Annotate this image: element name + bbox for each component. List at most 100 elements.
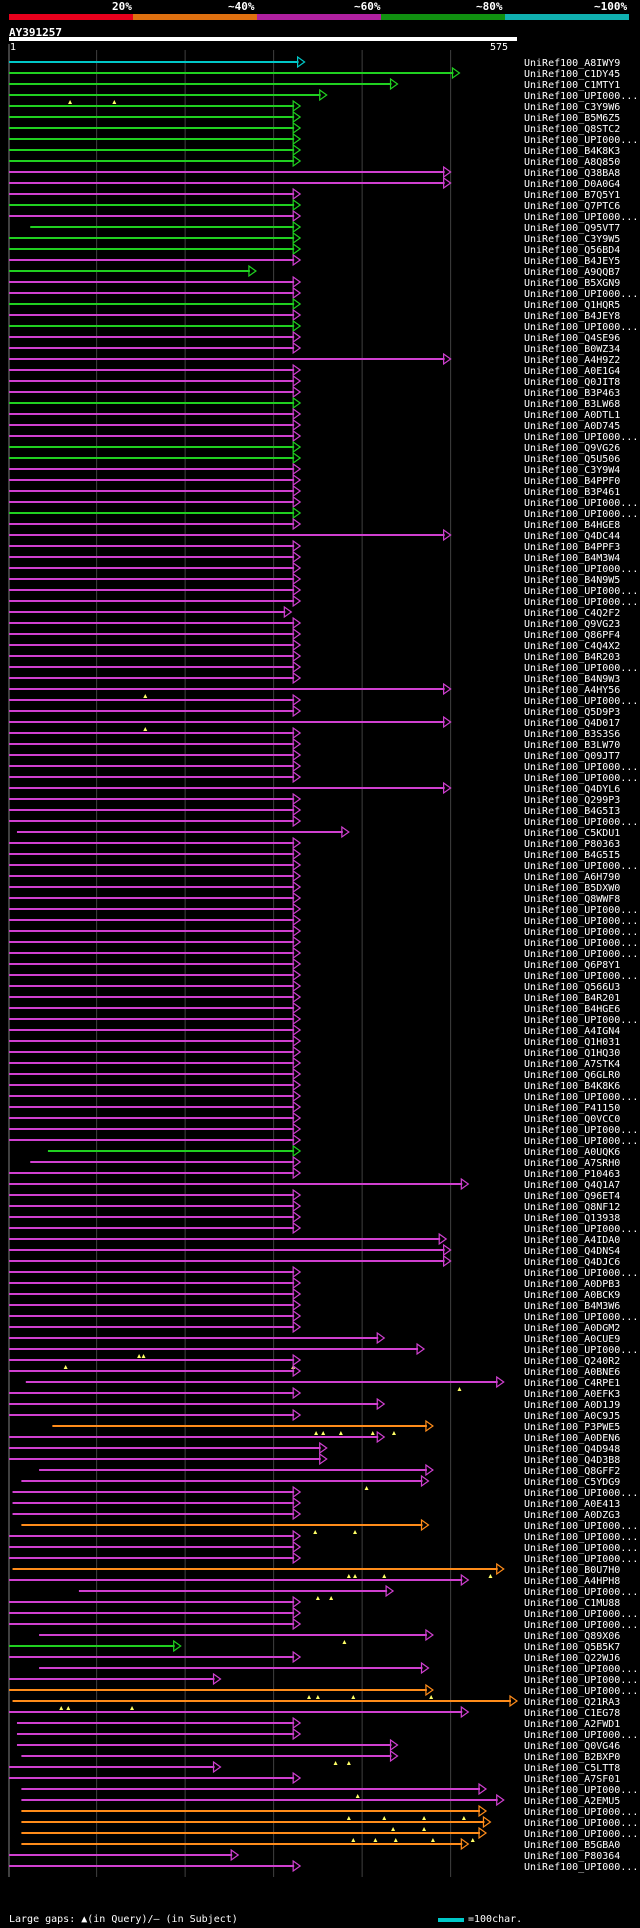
hit-label: UniRef100_B3P461 (524, 487, 620, 498)
gap-marker (470, 1838, 475, 1842)
hit-arrow (460, 1705, 470, 1719)
hit-label: UniRef100_UPI000... (524, 916, 638, 927)
hit-label: UniRef100_Q1HQ30 (524, 1048, 620, 1059)
hit-label: UniRef100_Q0JIT8 (524, 377, 620, 388)
hit-arrow (292, 1309, 302, 1323)
hit-arrow (292, 1507, 302, 1521)
hit-label: UniRef100_Q8NF12 (524, 1202, 620, 1213)
query-bar (9, 37, 517, 41)
scale-segment-40 (133, 14, 257, 20)
hit-arrow (292, 880, 302, 894)
hit-arrow (292, 550, 302, 564)
hit-arrow (478, 1826, 488, 1840)
hit-arrow (292, 847, 302, 861)
hit-label: UniRef100_UPI000... (524, 1785, 638, 1796)
hit-label: UniRef100_B4K8K6 (524, 1081, 620, 1092)
hit-label: UniRef100_A0E413 (524, 1499, 620, 1510)
hit-arrow (292, 902, 302, 916)
hit-arrow (292, 1716, 302, 1730)
hit-label: UniRef100_UPI000... (524, 817, 638, 828)
hit-label: UniRef100_UPI000... (524, 1224, 638, 1235)
hit-arrow (292, 770, 302, 784)
hit-label: UniRef100_B4G5I3 (524, 806, 620, 817)
hit-label: UniRef100_UPI000... (524, 861, 638, 872)
hit-label: UniRef100_A4HPH8 (524, 1576, 620, 1587)
hit-label: UniRef100_Q56BD4 (524, 245, 620, 256)
hit-label: UniRef100_P80364 (524, 1851, 620, 1862)
hit-arrow (292, 638, 302, 652)
gap-marker (143, 694, 148, 698)
hit-arrow (292, 407, 302, 421)
hit-arrow (292, 660, 302, 674)
hit-arrow (292, 737, 302, 751)
hit-label: UniRef100_UPI000... (524, 949, 638, 960)
hit-arrow (292, 286, 302, 300)
hit-label: UniRef100_UPI000... (524, 1345, 638, 1356)
hit-label: UniRef100_A0BNE6 (524, 1367, 620, 1378)
hit-arrow (292, 1386, 302, 1400)
hit-label: UniRef100_A4HY56 (524, 685, 620, 696)
hit-arrow (292, 418, 302, 432)
hit-label: UniRef100_C3Y9W5 (524, 234, 620, 245)
hit-label: UniRef100_B4R201 (524, 993, 620, 1004)
hit-label: UniRef100_A4H9Z2 (524, 355, 620, 366)
hit-arrow (443, 715, 452, 729)
hit-arrow (292, 1650, 302, 1664)
gap-marker (391, 1431, 396, 1435)
hit-arrow (292, 440, 302, 454)
hit-label: UniRef100_Q5B5K7 (524, 1642, 620, 1653)
hit-label: UniRef100_UPI000... (524, 586, 638, 597)
hit-label: UniRef100_B4HGE8 (524, 520, 620, 531)
hit-label: UniRef100_B4K8K3 (524, 146, 620, 157)
hit-arrow (292, 1496, 302, 1510)
hit-label: UniRef100_A0E1G4 (524, 366, 620, 377)
hit-arrow (292, 1595, 302, 1609)
hit-label: UniRef100_A0CUE9 (524, 1334, 620, 1345)
hit-arrow (292, 308, 302, 322)
hit-arrow (292, 1100, 302, 1114)
scale-label-60: ~60% (354, 0, 381, 13)
hit-label: UniRef100_Q5D9P3 (524, 707, 620, 718)
hit-arrow (292, 110, 302, 124)
hit-arrow (292, 1364, 302, 1378)
hit-label: UniRef100_Q4DC44 (524, 531, 620, 542)
hit-label: UniRef100_B5GBA0 (524, 1840, 620, 1851)
hit-arrow (292, 1265, 302, 1279)
hit-label: UniRef100_B5XGN9 (524, 278, 620, 289)
scale-legend-swatch (438, 1918, 464, 1922)
hit-arrow (292, 836, 302, 850)
hit-label: UniRef100_UPI000... (524, 509, 638, 520)
hit-label: UniRef100_Q240R2 (524, 1356, 620, 1367)
hit-arrow (292, 1408, 302, 1422)
hit-arrow (292, 231, 302, 245)
hit-label: UniRef100_Q7PTC6 (524, 201, 620, 212)
hit-arrow (292, 1485, 302, 1499)
hit-label: UniRef100_B5M6Z5 (524, 113, 620, 124)
hit-label: UniRef100_C1MU88 (524, 1598, 620, 1609)
hit-label: UniRef100_UPI000... (524, 1488, 638, 1499)
hit-arrow (292, 913, 302, 927)
hit-label: UniRef100_C5LTT8 (524, 1763, 620, 1774)
hit-label: UniRef100_UPI000... (524, 91, 638, 102)
gap-marker (488, 1574, 493, 1578)
hit-label: UniRef100_UPI000... (524, 696, 638, 707)
gap-marker (112, 100, 117, 104)
hit-label: UniRef100_Q1H031 (524, 1037, 620, 1048)
hit-arrow (212, 1760, 222, 1774)
hit-label: UniRef100_Q4DNS4 (524, 1246, 620, 1257)
hit-arrow (292, 1771, 302, 1785)
gap-marker (66, 1706, 71, 1710)
hit-arrow (292, 275, 302, 289)
hit-label: UniRef100_UPI000... (524, 135, 638, 146)
hit-arrow (248, 264, 257, 278)
gap-marker (351, 1838, 356, 1842)
hit-label: UniRef100_Q21RA3 (524, 1697, 620, 1708)
hit-arrow (425, 1419, 434, 1433)
hit-label: UniRef100_A2FWD1 (524, 1719, 620, 1730)
hit-arrow (292, 1210, 302, 1224)
hit-label: UniRef100_Q8STC2 (524, 124, 620, 135)
hit-label: UniRef100_A9QQB7 (524, 267, 620, 278)
hit-arrow (292, 946, 302, 960)
hit-arrow (292, 451, 302, 465)
hit-label: UniRef100_UPI000... (524, 1532, 638, 1543)
